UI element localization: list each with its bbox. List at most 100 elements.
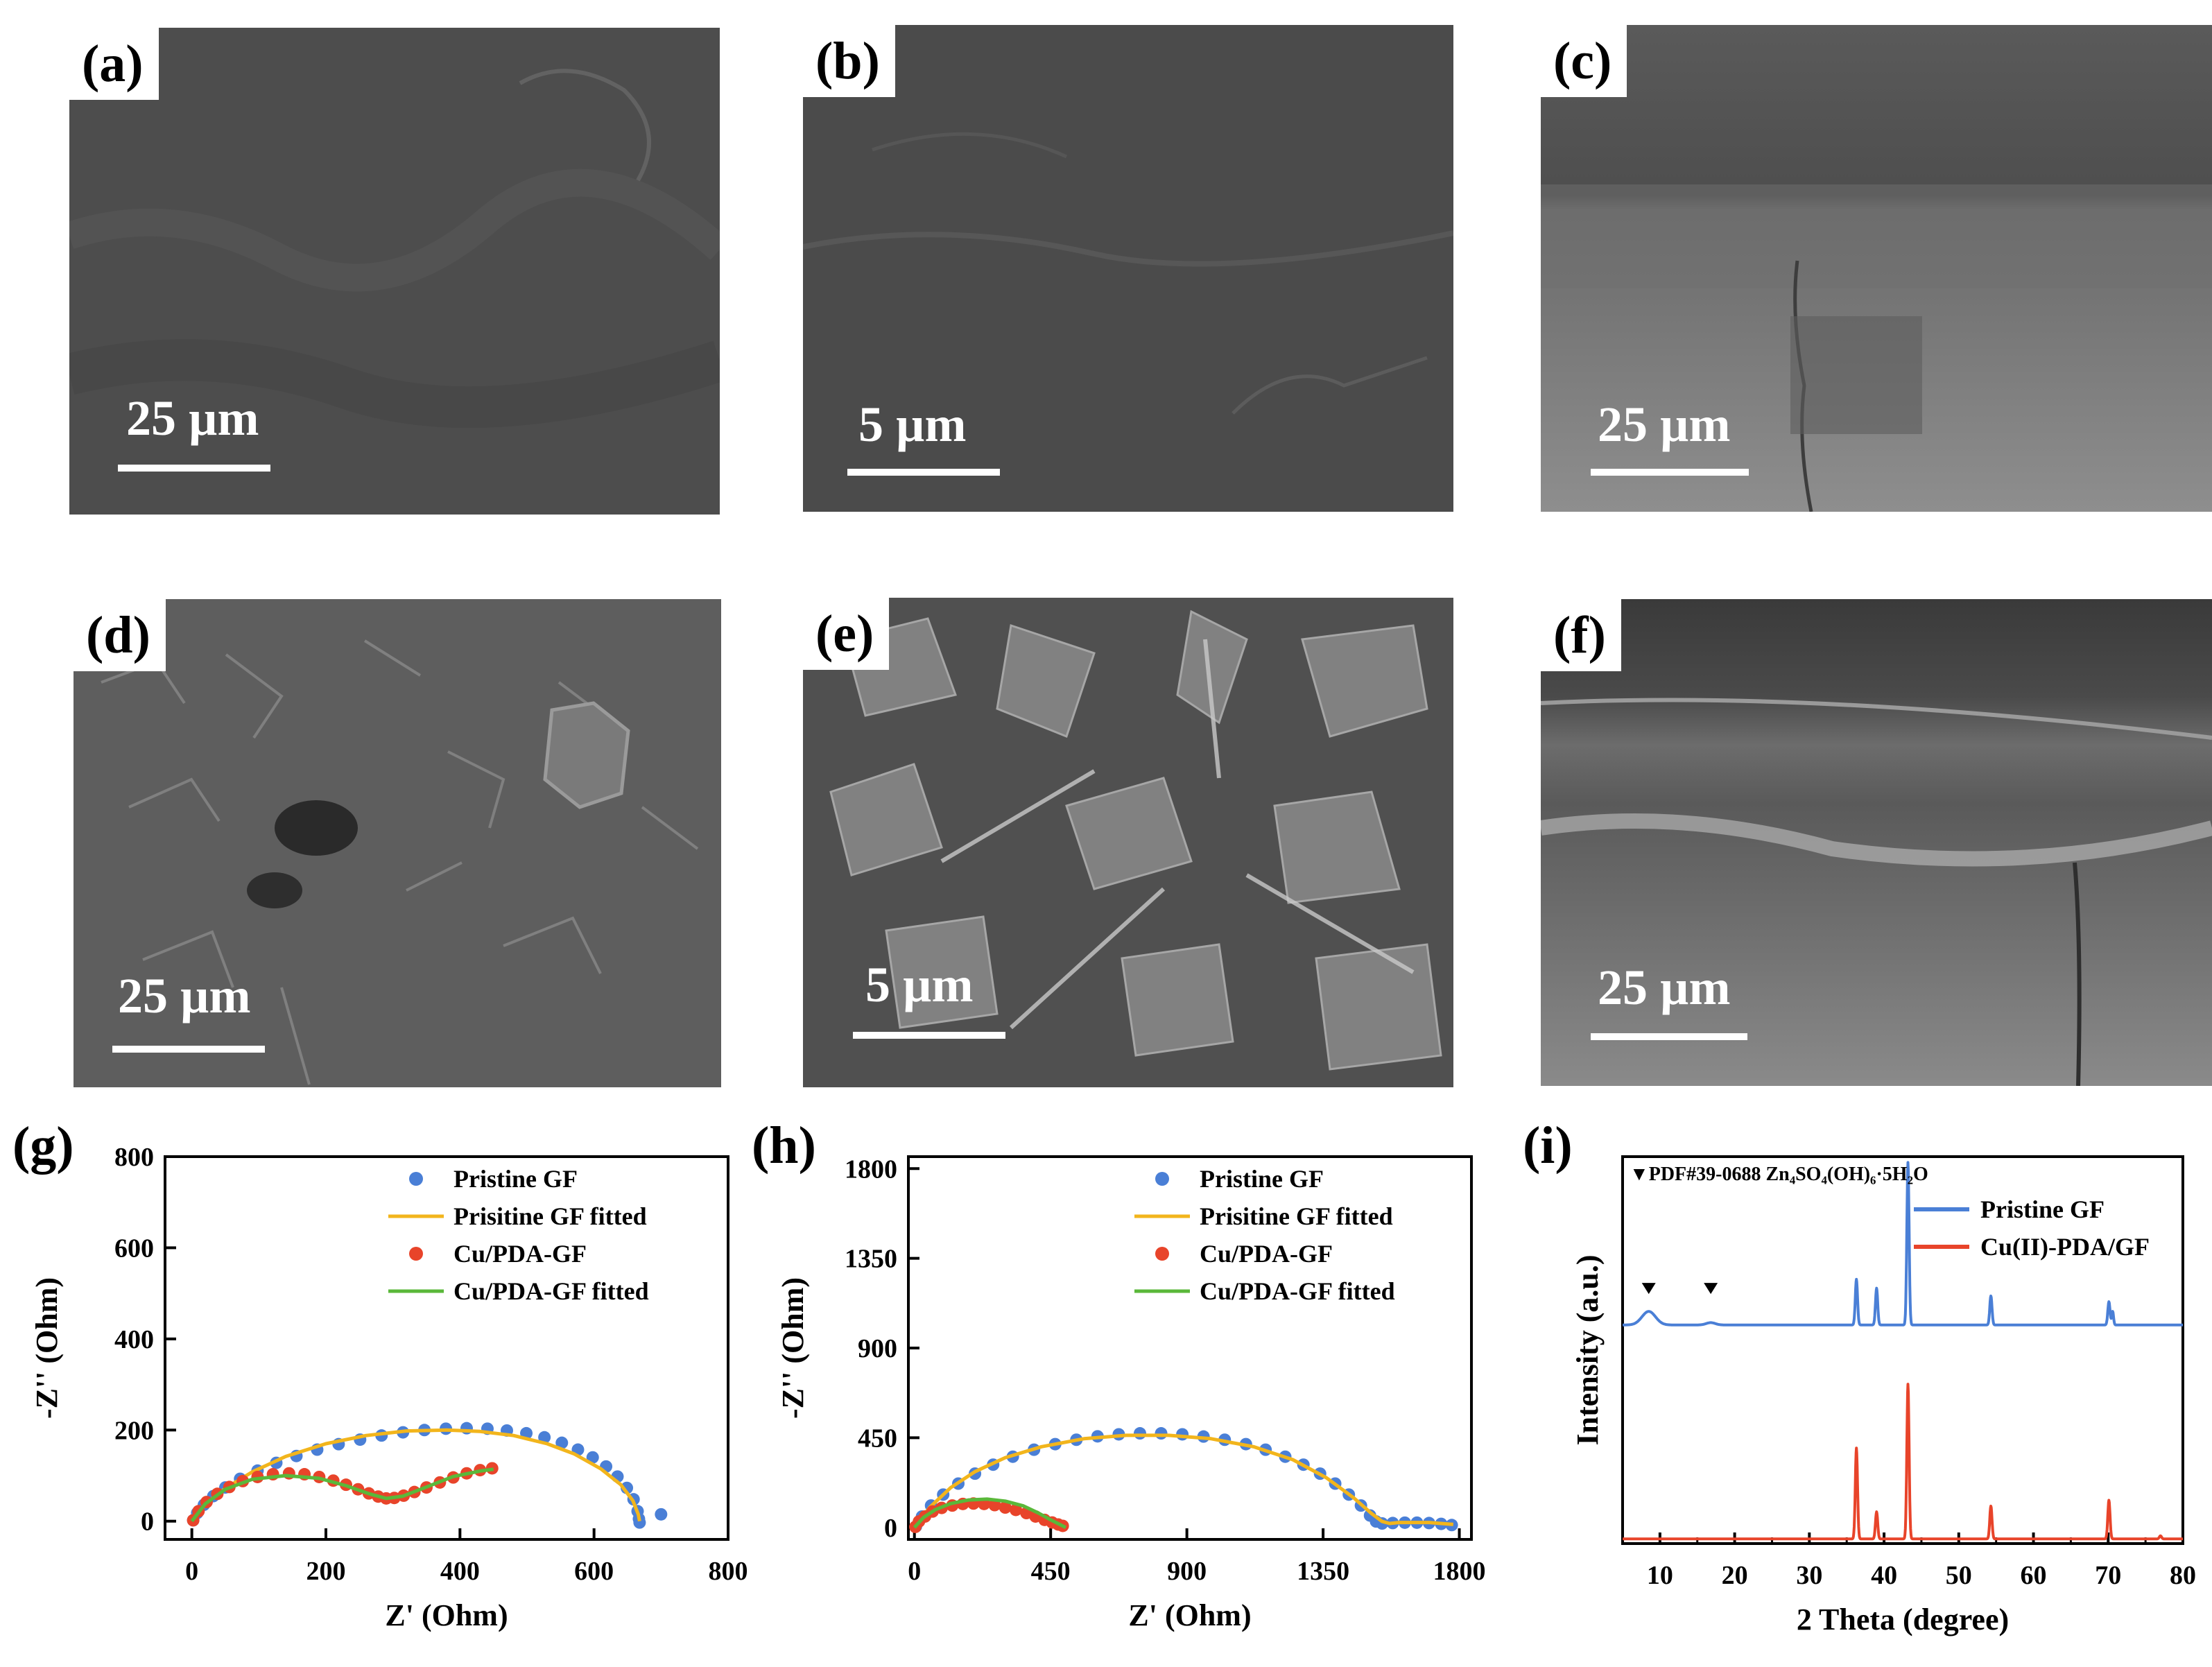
series-line-1	[190, 1428, 641, 1523]
x-axis-label: Z' (Ohm)	[385, 1598, 508, 1632]
legend-label-2: Cu/PDA-GF	[1200, 1240, 1333, 1268]
legend-label-1: Prisitine GF fitted	[453, 1202, 647, 1230]
data-point	[586, 1451, 599, 1464]
x-tick-label: 1800	[1433, 1557, 1486, 1586]
x-tick-label: 450	[1031, 1557, 1071, 1586]
sem-texture-d	[74, 599, 721, 1087]
plot-frame	[164, 1155, 729, 1541]
series-line-3	[190, 1467, 494, 1523]
x-tick-label: 60	[2021, 1561, 2047, 1590]
data-point	[633, 1516, 646, 1529]
sem-image-f: (f) 25 µm	[1541, 599, 2212, 1086]
legend-swatch-2	[1155, 1247, 1169, 1261]
data-point	[1009, 1503, 1022, 1517]
panel-label-b: (b)	[803, 25, 895, 97]
panel-label-h: (h)	[752, 1116, 816, 1175]
scale-bar-f	[1591, 1033, 1747, 1040]
y-tick-label: 900	[858, 1334, 897, 1363]
x-tick-label: 70	[2095, 1561, 2121, 1590]
plot-frame	[1621, 1155, 2184, 1545]
y-axis-label: -Z'' (Ohm)	[30, 1277, 64, 1419]
sem-image-d: (d) 25 µm	[74, 599, 721, 1087]
sem-image-a: (a) 25 µm	[69, 28, 720, 515]
nyquist-chart-h: 0 450 900 1350 1800 0 450 900 1350 1800 Z' (Ohm) -Z…	[776, 1155, 1486, 1632]
legend-label-0: Pristine GF	[1980, 1195, 2105, 1223]
sem-texture-e	[803, 598, 1453, 1087]
sem-texture-c	[1541, 25, 2212, 512]
x-tick-label: 600	[574, 1557, 614, 1586]
legend-label-3: Cu/PDA-GF fitted	[453, 1277, 649, 1305]
x-tick-label: 10	[1647, 1561, 1673, 1590]
y-tick-label: 600	[114, 1234, 154, 1263]
y-tick-label: 1800	[845, 1155, 897, 1184]
y-axis-label: -Z'' (Ohm)	[776, 1277, 810, 1419]
panel-label-d: (d)	[74, 599, 166, 671]
scale-bar-a	[118, 465, 270, 472]
data-point	[1155, 1427, 1168, 1440]
legend-label-0: Pristine GF	[1200, 1165, 1324, 1193]
sem-texture-a	[69, 28, 720, 515]
x-axis-label: 2 Theta (degree)	[1797, 1603, 2009, 1636]
panel-label-f: (f)	[1541, 599, 1621, 671]
xrd-chart-i: 10 20 30 40 50 60 70 80 2 Theta (degree) Intensit…	[1571, 1155, 2196, 1636]
x-tick-label: 20	[1722, 1561, 1748, 1590]
data-point	[1133, 1427, 1146, 1440]
y-tick-label: 1350	[845, 1245, 897, 1274]
y-tick-label: 400	[114, 1325, 154, 1354]
legend-label-0: Pristine GF	[453, 1165, 578, 1193]
x-tick-label: 1350	[1297, 1557, 1349, 1586]
panel-label-a: (a)	[69, 28, 159, 100]
sem-image-e: (e) 5 µm	[803, 598, 1453, 1087]
xrd-trace-1	[1621, 1383, 2184, 1541]
data-point	[538, 1431, 551, 1444]
y-axis-label: Intensity (a.u.)	[1571, 1254, 1605, 1445]
legend-label-3: Cu/PDA-GF fitted	[1200, 1277, 1395, 1305]
scale-bar-e	[853, 1032, 1005, 1039]
y-tick-label: 0	[141, 1508, 154, 1537]
sem-image-c: (c) 25 µm	[1541, 25, 2212, 512]
x-tick-label: 30	[1796, 1561, 1822, 1590]
pdf-annotation: ▼PDF#39-0688 Zn₄SO₄(OH)₆·5H₂O	[1630, 1164, 1928, 1185]
peak-marker-icon	[1641, 1283, 1656, 1295]
sem-texture-f	[1541, 599, 2212, 1086]
x-tick-label: 50	[1946, 1561, 1972, 1590]
scale-text-c: 25 µm	[1598, 397, 1731, 452]
sem-texture-b	[803, 25, 1453, 512]
x-tick-label: 0	[185, 1557, 198, 1586]
scale-bar-b	[847, 469, 1000, 476]
x-tick-label: 0	[908, 1557, 921, 1586]
x-tick-label: 800	[709, 1557, 748, 1586]
x-axis-label: Z' (Ohm)	[1128, 1598, 1251, 1632]
panel-label-g: (g)	[12, 1116, 74, 1175]
sem-image-b: (b) 5 µm	[803, 25, 1453, 512]
panel-label-c: (c)	[1541, 25, 1627, 97]
x-tick-label: 40	[1871, 1561, 1897, 1590]
xrd-trace-0	[1621, 1161, 2184, 1327]
scale-text-e: 5 µm	[865, 957, 974, 1012]
scale-text-b: 5 µm	[858, 397, 967, 452]
legend-swatch-0	[409, 1172, 423, 1186]
legend-swatch-2	[409, 1247, 423, 1261]
y-tick-label: 800	[114, 1143, 154, 1172]
scale-bar-c	[1591, 469, 1749, 476]
y-tick-label: 450	[858, 1424, 897, 1453]
x-tick-label: 400	[440, 1557, 480, 1586]
panel-label-e: (e)	[803, 598, 890, 670]
y-tick-label: 0	[884, 1514, 897, 1543]
scale-text-a: 25 µm	[126, 390, 259, 446]
nyquist-chart-g: 0 200 400 600 800 0 200 400 600 800 Z' (Ohm) -Z'' (…	[30, 1143, 748, 1632]
peak-marker-icon	[1704, 1283, 1718, 1295]
x-tick-label: 80	[2170, 1561, 2196, 1590]
legend-label-1: Prisitine GF fitted	[1200, 1202, 1393, 1230]
legend-label-1: Cu(II)-PDA/GF	[1980, 1233, 2150, 1261]
scale-text-d: 25 µm	[118, 968, 251, 1023]
series-line-3	[913, 1497, 1067, 1530]
x-tick-label: 200	[306, 1557, 346, 1586]
data-point	[999, 1501, 1012, 1514]
scale-bar-d	[112, 1046, 265, 1053]
data-point	[655, 1508, 668, 1521]
panel-label-i: (i)	[1523, 1116, 1573, 1175]
series-line-1	[913, 1433, 1453, 1529]
scale-text-f: 25 µm	[1598, 960, 1731, 1015]
legend-swatch-0	[1155, 1172, 1169, 1186]
